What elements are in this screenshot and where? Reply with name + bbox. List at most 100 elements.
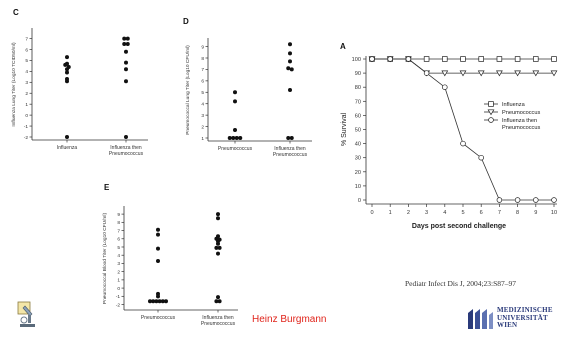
data-point (288, 42, 292, 47)
data-point (533, 56, 539, 62)
data-point (124, 67, 128, 72)
panel-letter: A (340, 42, 346, 51)
data-point (423, 56, 430, 62)
x-tick-label: 3 (425, 210, 428, 216)
y-tick-label: 4 (201, 102, 204, 108)
y-axis-label: Influenza Lung Titer (Log10 TCID50/ml) (11, 42, 17, 127)
university-line-1: MEDIZINISCHE (497, 306, 553, 314)
data-point (124, 60, 128, 65)
y-tick-label: 0 (25, 113, 28, 119)
data-point (156, 232, 160, 237)
y-tick-label: 4 (117, 253, 120, 259)
data-point (288, 51, 292, 56)
y-tick-label: -1 (116, 294, 121, 300)
data-point (65, 77, 69, 82)
x-axis-label: Days post second challenge (412, 223, 506, 230)
data-point (460, 56, 466, 62)
data-point (496, 197, 503, 203)
legend-label: Influenza then Pneumococcus (502, 118, 540, 131)
category-label-line: Pneumococcus (141, 315, 176, 321)
y-tick-label: 2 (201, 124, 204, 130)
y-tick-label: 1 (201, 136, 204, 142)
data-point (65, 135, 69, 139)
data-point (124, 135, 128, 139)
data-point (217, 245, 222, 250)
university-logo: MEDIZINISCHE UNIVERSITÄT WIEN (466, 305, 558, 333)
category-label-line: Influenza then (202, 315, 234, 321)
data-point (66, 65, 71, 69)
x-tick-label: 7 (498, 210, 501, 216)
data-point (216, 234, 220, 239)
data-point (214, 245, 219, 250)
category-label-line: Influenza then (274, 146, 306, 152)
x-tick-label: 8 (516, 210, 519, 216)
y-tick-label: 30 (355, 156, 361, 162)
y-tick-label: -1 (24, 124, 29, 130)
y-tick-label: 3 (25, 80, 28, 86)
data-point (154, 299, 159, 304)
y-tick-label: 0 (117, 286, 120, 292)
data-point (122, 42, 127, 47)
data-point (288, 88, 292, 92)
y-tick-label: 5 (201, 90, 204, 96)
data-point (156, 294, 160, 299)
data-point (478, 56, 484, 62)
data-point (487, 109, 495, 116)
legend-label-line: Influenza (502, 102, 526, 108)
data-point (478, 154, 484, 161)
y-tick-label: 6 (117, 237, 120, 243)
data-point (233, 128, 237, 132)
data-point (216, 216, 220, 221)
data-point (124, 49, 128, 54)
data-point (289, 67, 294, 72)
y-tick-label: 100 (352, 57, 361, 63)
university-emblem-icon (466, 307, 494, 331)
data-point (125, 36, 130, 41)
data-point (288, 59, 292, 64)
y-tick-label: 80 (355, 85, 361, 91)
y-tick-label: 7 (25, 36, 28, 42)
data-point (160, 299, 165, 304)
data-point (233, 90, 237, 95)
data-point (122, 36, 127, 41)
y-tick-label: 0 (358, 198, 361, 204)
category-label-line: Influenza then (110, 145, 142, 151)
author-name: Heinz Burgmann (252, 314, 327, 325)
data-point (238, 136, 243, 140)
category-label-line: Pneumococcus (201, 321, 236, 327)
data-point (217, 299, 222, 304)
data-point (514, 197, 521, 203)
y-tick-label: 70 (355, 99, 361, 105)
data-point (65, 70, 69, 75)
x-tick-label: 10 (551, 210, 557, 216)
data-point (532, 70, 540, 77)
data-point (216, 212, 220, 217)
data-point (286, 136, 291, 140)
data-point (151, 299, 156, 304)
data-point (441, 70, 449, 77)
y-tick-label: 1 (25, 102, 28, 108)
data-point (214, 299, 219, 304)
y-tick-label: 3 (117, 261, 120, 267)
y-tick-label: 3 (201, 113, 204, 119)
data-point (125, 42, 130, 47)
x-tick-label: 1 (389, 210, 392, 216)
y-tick-label: 90 (355, 71, 361, 77)
y-tick-label: 1 (117, 278, 120, 284)
data-point (164, 299, 168, 304)
y-tick-label: 4 (25, 69, 28, 75)
data-point (148, 299, 152, 304)
data-point (514, 56, 521, 62)
data-point (234, 136, 239, 140)
category-label-line: Pneumococcus (273, 152, 308, 158)
legend-label-line: Pneumococcus (502, 125, 540, 131)
data-point (533, 197, 539, 203)
data-point (459, 70, 467, 77)
y-tick-label: 6 (201, 79, 204, 85)
data-point (423, 70, 430, 76)
y-tick-label: 7 (201, 67, 204, 73)
y-axis-label: % Survival (341, 113, 348, 147)
data-point (551, 56, 557, 62)
legend-label: Influenza (502, 102, 526, 108)
microscope-logo-icon (16, 300, 38, 330)
